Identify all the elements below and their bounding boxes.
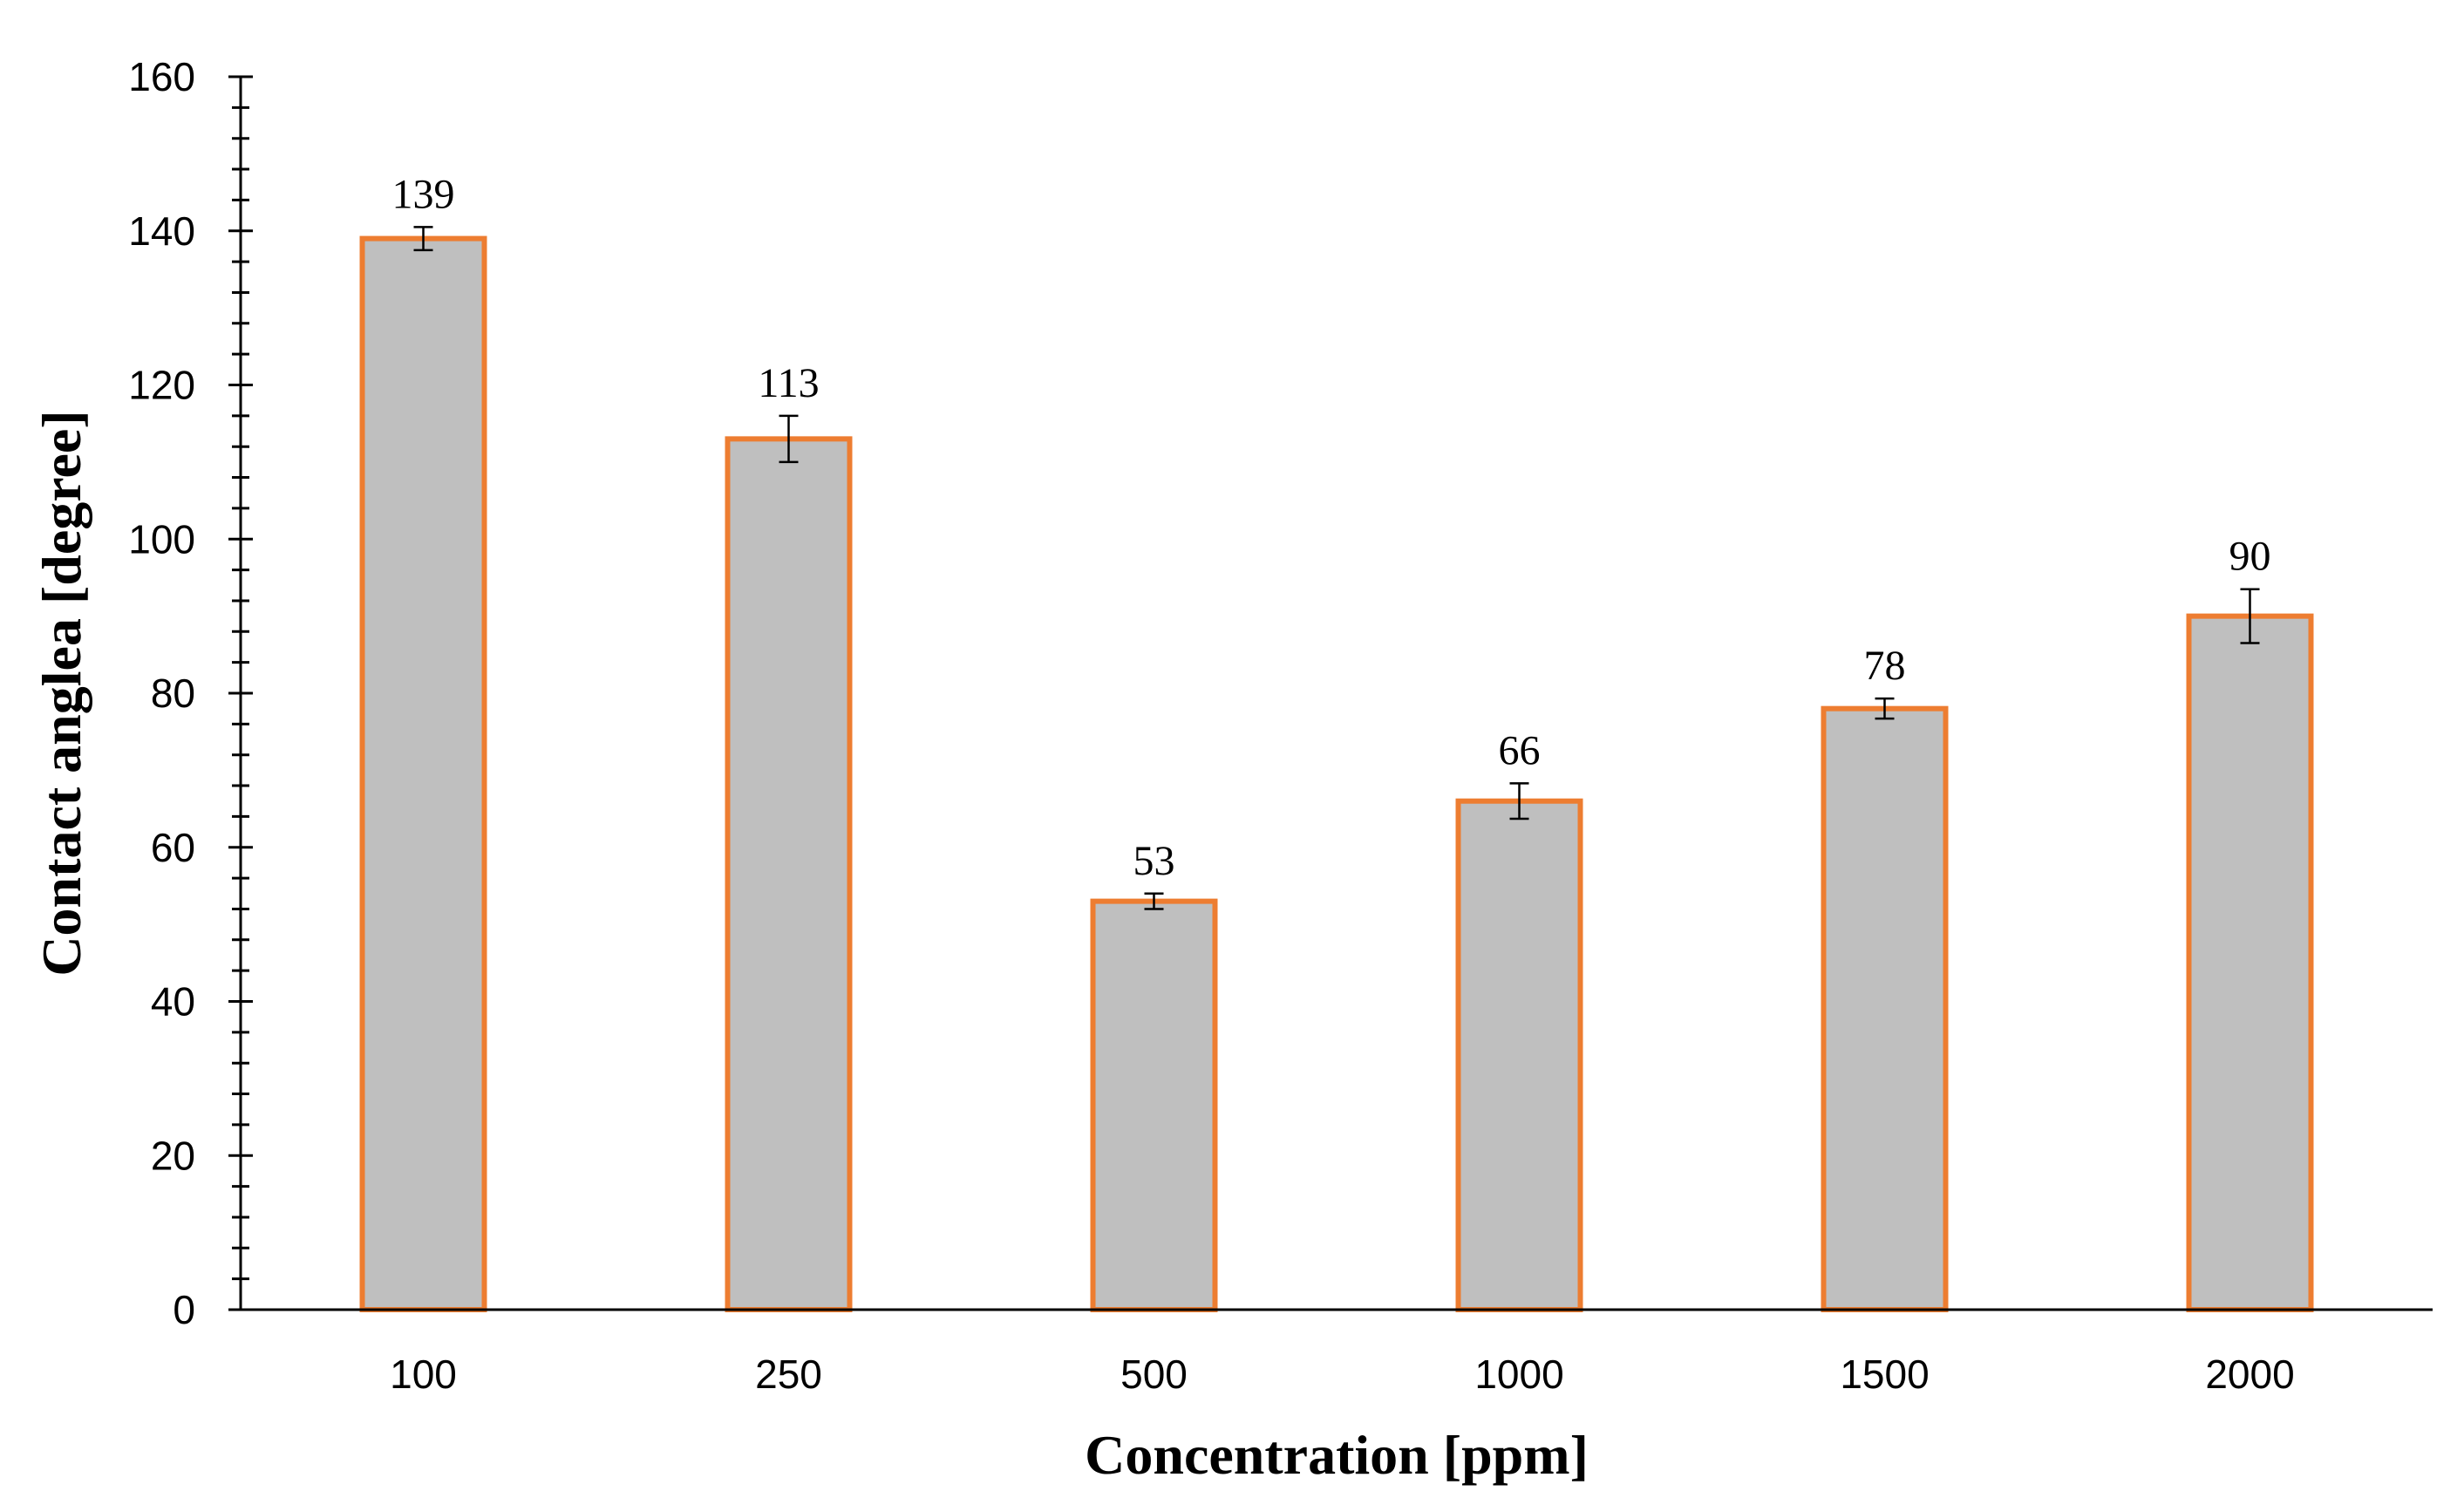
error-bar-2000 bbox=[2240, 588, 2260, 644]
y-tick-label: 120 bbox=[128, 363, 195, 408]
x-tick-label: 1000 bbox=[1474, 1352, 1563, 1397]
error-bars bbox=[413, 226, 2260, 910]
y-tick-label: 20 bbox=[151, 1133, 195, 1178]
x-tick-label: 500 bbox=[1120, 1352, 1188, 1397]
x-tick-label: 2000 bbox=[2205, 1352, 2294, 1397]
data-label: 113 bbox=[758, 360, 819, 406]
x-tick-label: 250 bbox=[755, 1352, 822, 1397]
data-label: 139 bbox=[392, 171, 455, 217]
error-bar-250 bbox=[779, 414, 799, 464]
bar-100 bbox=[359, 235, 487, 1312]
y-tick-labels: 0 20 40 60 80 100 120 140 160 bbox=[128, 54, 195, 1332]
y-axis-title: Contact anglea [degree] bbox=[31, 410, 92, 976]
error-bar-500 bbox=[1144, 892, 1164, 910]
axes bbox=[239, 77, 2433, 1311]
x-axis-title: Concentration [ppm] bbox=[1085, 1424, 1589, 1486]
data-label: 78 bbox=[1864, 643, 1906, 689]
error-bar-1500 bbox=[1875, 697, 1895, 720]
data-label: 66 bbox=[1499, 727, 1541, 773]
bar-2000 bbox=[2186, 613, 2314, 1312]
y-tick-label: 40 bbox=[151, 979, 195, 1025]
x-tick-label: 1500 bbox=[1840, 1352, 1929, 1397]
error-bar-100 bbox=[413, 226, 433, 252]
y-tick-label: 0 bbox=[173, 1287, 195, 1332]
data-label: 53 bbox=[1133, 838, 1175, 884]
data-label: 90 bbox=[2229, 534, 2271, 580]
bars bbox=[359, 235, 2314, 1313]
bar-1000 bbox=[1455, 798, 1583, 1312]
data-labels: 139 113 53 66 78 90 bbox=[392, 171, 2271, 883]
y-tick-label: 140 bbox=[128, 208, 195, 254]
y-tick-label: 80 bbox=[151, 671, 195, 716]
bar-250 bbox=[725, 436, 853, 1312]
y-tick-label: 160 bbox=[128, 54, 195, 99]
error-bar-1000 bbox=[1509, 782, 1529, 820]
y-tick-label: 60 bbox=[151, 825, 195, 870]
bar-500 bbox=[1090, 898, 1218, 1313]
x-tick-label: 100 bbox=[390, 1352, 457, 1397]
x-tick-labels: 100 250 500 1000 1500 2000 bbox=[390, 1352, 2295, 1397]
bar-1500 bbox=[1821, 705, 1949, 1312]
y-tick-label: 100 bbox=[128, 516, 195, 562]
